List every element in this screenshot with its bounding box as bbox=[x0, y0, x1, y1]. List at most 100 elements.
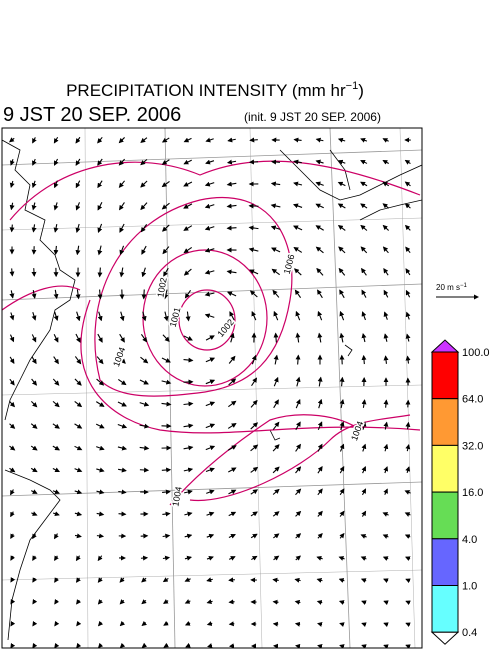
wind-arrow bbox=[382, 246, 389, 254]
wind-arrow bbox=[161, 137, 170, 143]
wind-arrow bbox=[162, 511, 171, 517]
wind-arrow bbox=[382, 181, 390, 187]
wind-arrow bbox=[338, 246, 346, 254]
wind-arrow bbox=[184, 489, 193, 495]
wind-arrow bbox=[360, 246, 368, 254]
wind-arrow bbox=[75, 158, 81, 166]
graticule bbox=[2, 128, 422, 648]
wind-arrow bbox=[315, 246, 324, 254]
wind-arrow bbox=[140, 180, 148, 188]
wind-arrow bbox=[117, 401, 127, 407]
wind-arrow bbox=[405, 578, 411, 584]
wind-arrow bbox=[184, 599, 191, 604]
wind-arrow bbox=[339, 622, 345, 627]
wind-arrow bbox=[293, 225, 303, 231]
wind-arrow bbox=[383, 289, 389, 298]
wind-arrow bbox=[9, 224, 15, 233]
wind-arrow bbox=[97, 267, 103, 278]
wind-arrow bbox=[228, 621, 235, 627]
wind-arrow bbox=[228, 643, 235, 648]
wind-arrow bbox=[97, 311, 103, 322]
wind-arrow bbox=[96, 489, 105, 495]
wind-arrow bbox=[119, 642, 126, 648]
wind-arrow bbox=[162, 577, 169, 583]
colorbar-label: 4.0 bbox=[462, 534, 477, 546]
wind-arrow bbox=[228, 467, 237, 473]
wind-arrow bbox=[31, 378, 38, 386]
wind-arrow bbox=[141, 620, 147, 627]
wind-arrow bbox=[119, 311, 125, 322]
wind-arrow bbox=[292, 203, 303, 209]
map-frame bbox=[1, 127, 423, 649]
wind-arrow bbox=[205, 379, 216, 385]
wind-arrow bbox=[226, 269, 237, 275]
wind-arrow bbox=[97, 136, 103, 144]
wind-arrow bbox=[30, 467, 38, 473]
wind-arrow bbox=[360, 224, 368, 231]
colorbar-segment bbox=[431, 538, 459, 586]
wind-arrow bbox=[184, 555, 193, 561]
colorbar-label: 0.4 bbox=[462, 627, 477, 639]
wind-arrow bbox=[162, 246, 170, 255]
wind-arrow bbox=[96, 356, 104, 365]
wind-arrow bbox=[97, 642, 104, 648]
wind-arrow bbox=[183, 159, 192, 165]
wind-arrow bbox=[9, 334, 15, 343]
wind-arrow bbox=[75, 202, 81, 211]
wind-arrow bbox=[31, 180, 37, 189]
wind-arrow bbox=[75, 223, 81, 233]
wind-arrow bbox=[75, 180, 81, 189]
wind-arrow bbox=[54, 620, 60, 627]
wind-arrow bbox=[141, 245, 147, 255]
wind-arrow bbox=[31, 224, 37, 233]
wind-arrow bbox=[337, 137, 346, 143]
wind-arrow bbox=[338, 578, 345, 583]
wind-arrow bbox=[9, 202, 15, 211]
wind-arrow bbox=[9, 378, 15, 386]
wind-arrow bbox=[383, 600, 389, 606]
wind-arrow bbox=[96, 467, 105, 473]
wind-arrow bbox=[228, 378, 237, 386]
contour-label: 1006 bbox=[282, 253, 297, 275]
wind-arrow bbox=[226, 291, 237, 297]
wind-arrow bbox=[382, 138, 389, 143]
wind-arrow bbox=[119, 599, 125, 605]
wind-arrow bbox=[32, 642, 38, 648]
wind-arrow bbox=[361, 289, 367, 298]
wind-arrow bbox=[118, 489, 127, 495]
wind-arrow bbox=[74, 356, 82, 365]
wind-arrow bbox=[163, 289, 169, 300]
wind-arrow bbox=[10, 598, 16, 605]
wind-arrow bbox=[229, 311, 235, 321]
wind-arrow bbox=[204, 291, 215, 297]
wind-arrow bbox=[97, 620, 104, 627]
wind-arrow bbox=[31, 356, 37, 365]
valid-time: 9 JST 20 SEP. 2006 bbox=[3, 104, 181, 126]
colorbar-label: 1.0 bbox=[462, 581, 477, 593]
wind-arrow bbox=[9, 401, 16, 408]
wind-arrow bbox=[317, 644, 323, 648]
wind-arrow bbox=[161, 401, 172, 407]
wind-arrow bbox=[74, 467, 83, 473]
wind-arrow bbox=[339, 421, 345, 430]
wind-arrow bbox=[405, 443, 411, 452]
wind-arrow bbox=[119, 223, 125, 233]
wind-arrow bbox=[163, 642, 169, 648]
wind-arrow bbox=[251, 377, 258, 387]
wind-arrow bbox=[32, 158, 37, 166]
wind-arrow bbox=[295, 533, 302, 539]
wind-arrow bbox=[141, 577, 147, 583]
wind-arrow bbox=[316, 600, 323, 605]
wind-arrow bbox=[404, 534, 411, 539]
wind-arrow bbox=[360, 137, 368, 143]
wind-arrow bbox=[31, 268, 37, 277]
wind-arrow bbox=[96, 533, 105, 539]
wind-arrow bbox=[404, 203, 411, 209]
wind-arrow bbox=[226, 203, 237, 209]
wind-arrow bbox=[404, 512, 411, 517]
colorbar-segment bbox=[431, 491, 459, 540]
wind-arrow bbox=[317, 466, 323, 474]
wind-arrow bbox=[315, 137, 324, 143]
wind-arrow bbox=[184, 577, 191, 582]
wind-arrow bbox=[273, 310, 279, 321]
